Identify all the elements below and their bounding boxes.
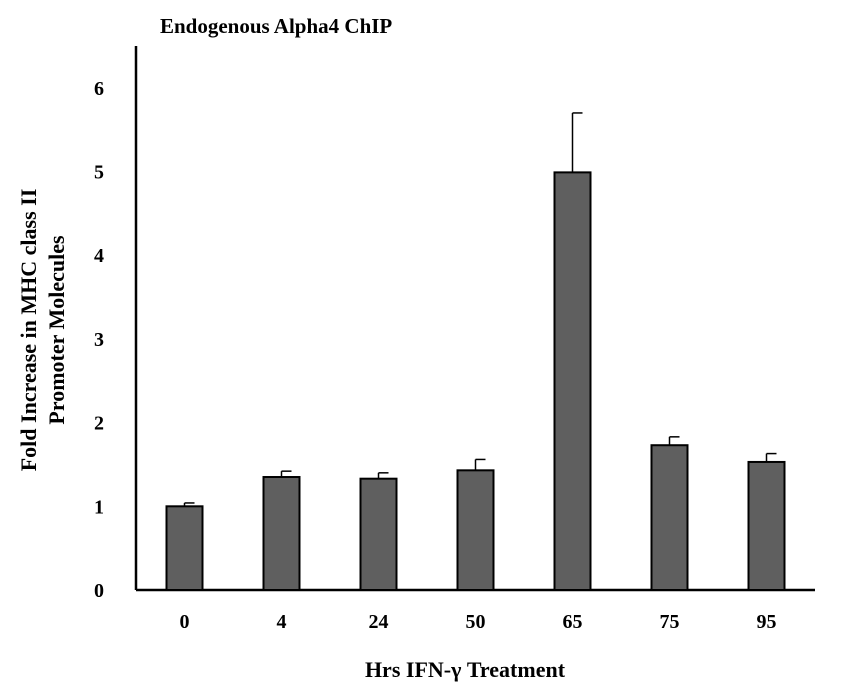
y-tick-label: 0	[94, 580, 104, 602]
y-axis-label: Fold Increase in MHC class II Promoter M…	[16, 189, 69, 472]
x-tick-label: 4	[277, 611, 287, 633]
bar-4	[262, 476, 301, 591]
y-axis-label-line-2: Promoter Molecules	[44, 235, 69, 425]
y-tick-label: 6	[94, 78, 104, 100]
error-bar-75	[668, 436, 680, 446]
x-tick-label: 24	[369, 611, 389, 633]
error-bar-0	[183, 502, 195, 507]
bar-24	[359, 477, 398, 592]
x-tick-labels: 0 4 24 50 65 75 95	[180, 611, 777, 633]
y-tick-label: 5	[94, 162, 104, 184]
chart-title: Endogenous Alpha4 ChIP	[160, 14, 392, 38]
error-bar-65	[571, 112, 583, 173]
error-bar-4	[280, 470, 292, 478]
y-tick-label: 3	[94, 329, 104, 351]
y-tick-label: 2	[94, 413, 104, 435]
x-tick-label: 0	[180, 611, 190, 633]
error-bar-24	[377, 472, 389, 479]
bar-50	[456, 469, 495, 592]
x-tick-label: 75	[660, 611, 680, 633]
bar-0	[165, 505, 204, 591]
bar-75	[650, 444, 689, 591]
bars	[165, 112, 786, 592]
error-bar-50	[474, 458, 486, 471]
y-axis-label-line-1: Fold Increase in MHC class II	[16, 189, 41, 472]
x-axis-label: Hrs IFN-γ Treatment	[365, 657, 566, 682]
bar-95	[747, 460, 786, 591]
y-tick-labels: 0 1 2 3 4 5 6	[94, 78, 104, 602]
x-tick-label: 95	[757, 611, 777, 633]
bar-65	[553, 171, 592, 591]
error-bar-95	[765, 452, 777, 462]
x-tick-label: 50	[466, 611, 486, 633]
y-tick-label: 4	[94, 245, 104, 267]
x-tick-label: 65	[563, 611, 583, 633]
y-tick-label: 1	[94, 496, 104, 518]
